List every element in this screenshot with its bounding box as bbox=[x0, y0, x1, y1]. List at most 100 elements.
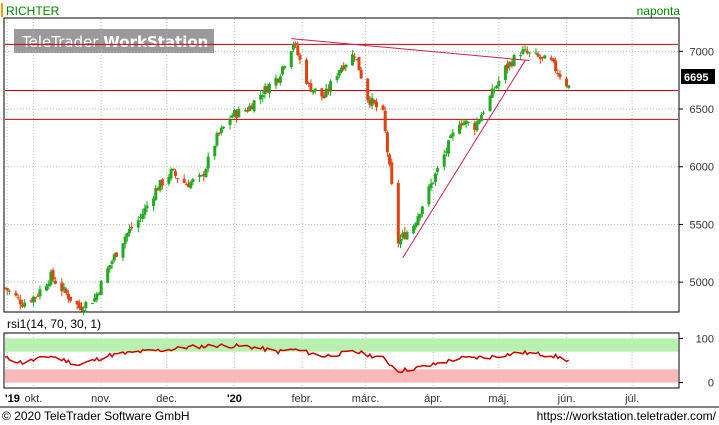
candle-body bbox=[189, 182, 193, 189]
x-tick-label: dec. bbox=[156, 393, 177, 405]
candle-body bbox=[381, 105, 385, 110]
candle-body bbox=[90, 303, 94, 305]
candle-body bbox=[106, 268, 110, 283]
candle-body bbox=[289, 51, 293, 68]
candle-body bbox=[492, 90, 496, 92]
candle-body bbox=[152, 198, 156, 207]
candle-body bbox=[342, 65, 346, 70]
symbol-title: RICHTER bbox=[6, 4, 60, 18]
x-tick-label: jún. bbox=[557, 393, 576, 405]
candle-body bbox=[495, 85, 499, 89]
trendline bbox=[291, 38, 530, 62]
candle-body bbox=[138, 217, 142, 219]
candle-body bbox=[173, 171, 177, 176]
period-label: naponta bbox=[637, 4, 681, 18]
x-tick-label: '20 bbox=[227, 393, 242, 405]
price-panel bbox=[3, 17, 680, 313]
x-tick-label: nov. bbox=[91, 393, 111, 405]
candle-body bbox=[246, 110, 250, 112]
candle-body bbox=[340, 67, 343, 73]
candle-body bbox=[281, 66, 285, 75]
candle-body bbox=[313, 88, 317, 92]
candle-body bbox=[396, 182, 400, 244]
candle-body bbox=[184, 184, 188, 186]
candle-body bbox=[350, 54, 354, 66]
candle-body bbox=[259, 94, 263, 100]
candle-body bbox=[503, 65, 507, 81]
candle-body bbox=[206, 156, 210, 169]
candle-body bbox=[527, 52, 531, 54]
last-price-badge: 6695 bbox=[681, 69, 715, 84]
candle-body bbox=[460, 123, 464, 126]
watermark-prefix: TeleTrader bbox=[21, 33, 103, 51]
svg-text:TeleTrader WorkStation: TeleTrader WorkStation bbox=[21, 33, 208, 51]
candle-body bbox=[412, 225, 416, 234]
candle-body bbox=[305, 59, 309, 84]
candle-body bbox=[97, 293, 101, 295]
candle-body bbox=[549, 57, 553, 60]
candle-body bbox=[329, 81, 333, 92]
candle-body bbox=[167, 176, 171, 184]
candle-body bbox=[519, 55, 523, 57]
candle-body bbox=[278, 76, 282, 83]
x-tick-label: '19 bbox=[5, 393, 20, 405]
candle-body bbox=[464, 120, 468, 125]
y-tick-label: 6500 bbox=[690, 104, 714, 116]
candle-body bbox=[416, 216, 420, 225]
candle-body bbox=[158, 180, 162, 191]
candle-body bbox=[335, 76, 339, 80]
candle-body bbox=[263, 85, 267, 95]
candle-body bbox=[383, 110, 387, 132]
x-tick-label: ápr. bbox=[424, 393, 442, 405]
candle-body bbox=[49, 271, 53, 285]
candle-body bbox=[182, 178, 186, 183]
candle-body bbox=[420, 206, 424, 215]
rsi-tick-label: 100 bbox=[696, 333, 714, 345]
candle-body bbox=[145, 205, 149, 209]
candle-body bbox=[217, 132, 221, 134]
candle-body bbox=[543, 55, 547, 59]
candle-body bbox=[197, 175, 201, 178]
y-tick-label: 6000 bbox=[690, 162, 714, 174]
candle-body bbox=[202, 174, 206, 177]
candle-body bbox=[457, 124, 461, 134]
candle-body bbox=[398, 238, 402, 245]
candle-body bbox=[248, 105, 252, 111]
candle-body bbox=[82, 309, 86, 312]
candle-body bbox=[121, 243, 125, 258]
candle-body bbox=[125, 233, 129, 237]
candle-body bbox=[451, 132, 455, 137]
candle-body bbox=[265, 86, 269, 93]
candle-body bbox=[521, 49, 525, 54]
candle-body bbox=[34, 297, 38, 299]
rsi-tick-label: 0 bbox=[708, 378, 714, 390]
candle-body bbox=[385, 132, 389, 153]
candle-body bbox=[359, 70, 363, 79]
candle-body bbox=[337, 70, 341, 76]
candle-body bbox=[551, 58, 555, 62]
candle-body bbox=[370, 97, 374, 106]
trendline bbox=[402, 60, 526, 259]
candle-body bbox=[128, 229, 132, 234]
candle-body bbox=[390, 162, 394, 184]
url-link[interactable]: https://workstation.teletrader.com/ bbox=[537, 409, 717, 423]
candle-body bbox=[66, 293, 70, 299]
candle-body bbox=[388, 154, 392, 165]
candle-body bbox=[228, 119, 232, 125]
candle-body bbox=[296, 45, 300, 55]
candle-body bbox=[291, 44, 295, 50]
candle-body bbox=[45, 285, 49, 291]
candle-body bbox=[554, 60, 558, 71]
candle-body bbox=[447, 140, 451, 154]
y-tick-label: 7000 bbox=[690, 46, 714, 58]
candle-body bbox=[110, 261, 114, 264]
horizontal-lines bbox=[5, 43, 678, 120]
candle-body bbox=[298, 55, 302, 60]
x-tick-label: febr. bbox=[291, 393, 312, 405]
rsi-line bbox=[4, 342, 570, 374]
candle-body bbox=[237, 109, 241, 118]
candle-body bbox=[136, 220, 140, 228]
candle-body bbox=[274, 77, 278, 86]
candle-body bbox=[401, 233, 405, 238]
